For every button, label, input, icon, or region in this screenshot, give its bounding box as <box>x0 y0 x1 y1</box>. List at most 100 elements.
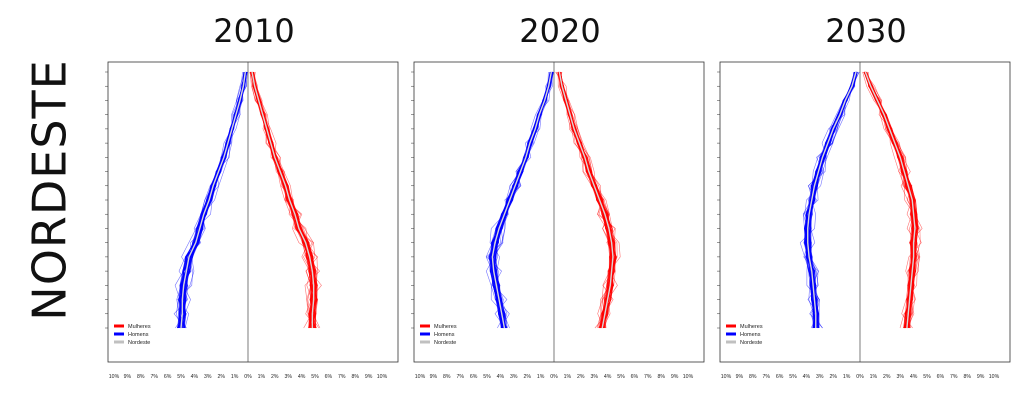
homens-realization <box>491 71 554 329</box>
region-label: NORDESTE <box>0 40 100 340</box>
homens-realization <box>181 71 245 329</box>
x-tick-label: 4% <box>604 374 612 380</box>
x-tick-label: 4% <box>298 374 306 380</box>
x-tick-label: 9% <box>736 374 744 380</box>
x-tick-label: 6% <box>937 374 945 380</box>
x-tick-label: 1% <box>258 374 266 380</box>
homens-realization <box>492 71 554 329</box>
panel-title: 2020 <box>519 12 601 50</box>
legend-label: Homens <box>434 332 455 338</box>
x-tick-label: 3% <box>816 374 824 380</box>
homens-realization <box>491 71 554 329</box>
x-tick-label: 1% <box>231 374 239 380</box>
x-tick-label: 7% <box>762 374 770 380</box>
x-tick-label: 2% <box>271 374 279 380</box>
x-tick-label: 3% <box>284 374 292 380</box>
x-tick-label: 10% <box>989 374 1000 380</box>
nordeste-line-homens <box>180 71 247 329</box>
x-tick-label: 9% <box>977 374 985 380</box>
mulheres-realization <box>865 71 915 329</box>
x-tick-label: 5% <box>923 374 931 380</box>
simulation-band <box>799 71 923 329</box>
x-tick-label: 9% <box>124 374 132 380</box>
mulheres-realization <box>557 71 614 329</box>
homens-realization <box>810 71 858 329</box>
simulation-band <box>485 71 621 329</box>
legend: Mulheres Homens Nordeste <box>114 324 151 346</box>
x-tick-label: 6% <box>470 374 478 380</box>
x-tick-label: 0% <box>856 374 864 380</box>
x-tick-label: 8% <box>749 374 757 380</box>
x-tick-label: 2% <box>523 374 531 380</box>
x-tick-label: 9% <box>365 374 373 380</box>
x-tick-label: 10% <box>109 374 120 380</box>
x-tick-label: 10% <box>377 374 388 380</box>
legend-label: Homens <box>128 332 149 338</box>
x-tick-label: 4% <box>910 374 918 380</box>
x-tick-label: 7% <box>644 374 652 380</box>
plot-frame <box>107 61 399 363</box>
legend-label: Nordeste <box>434 340 456 346</box>
x-tick-label: 3% <box>590 374 598 380</box>
x-tick-label: 5% <box>789 374 797 380</box>
nordeste-line-mulheres <box>251 71 315 328</box>
mulheres-realization <box>559 71 615 329</box>
homens-realization <box>178 71 244 329</box>
x-tick-label: 1% <box>870 374 878 380</box>
homens-realization <box>491 71 554 329</box>
mulheres-realization <box>864 71 915 329</box>
x-tick-label: 6% <box>325 374 333 380</box>
homens-realization <box>493 71 553 329</box>
nordeste-line-mulheres <box>864 71 916 329</box>
nordeste-line-mulheres <box>558 71 614 329</box>
x-tick-label: 7% <box>950 374 958 380</box>
mulheres-realization <box>253 71 317 329</box>
x-tick-label: 0% <box>244 374 252 380</box>
panel-title: 2010 <box>213 12 295 50</box>
mulheres-realization <box>865 71 914 329</box>
x-tick-label: 7% <box>338 374 346 380</box>
homens-realization <box>491 71 553 329</box>
x-tick-label: 7% <box>456 374 464 380</box>
x-tick-label: 6% <box>776 374 784 380</box>
x-tick-label: 1% <box>564 374 572 380</box>
mulheres-realization <box>865 71 921 329</box>
mulheres-realization <box>864 71 915 329</box>
panel-title: 2030 <box>825 12 907 50</box>
mulheres-realization <box>863 71 915 329</box>
x-tick-label: 3% <box>204 374 212 380</box>
x-tick-label: 1% <box>537 374 545 380</box>
x-tick-label: 8% <box>657 374 665 380</box>
legend-label: Mulheres <box>434 324 457 330</box>
x-tick-label: 5% <box>311 374 319 380</box>
homens-realization <box>494 71 553 329</box>
x-tick-label: 2% <box>883 374 891 380</box>
mulheres-realization <box>558 71 617 329</box>
x-tick-label: 2% <box>577 374 585 380</box>
x-tick-label: 9% <box>430 374 438 380</box>
x-tick-label: 10% <box>683 374 694 380</box>
nordeste-line-homens <box>491 71 553 329</box>
x-tick-label: 6% <box>164 374 172 380</box>
region-label-text: NORDESTE <box>23 59 77 321</box>
x-tick-label: 10% <box>415 374 426 380</box>
x-tick-label: 7% <box>150 374 158 380</box>
legend: Mulheres Homens Nordeste <box>420 324 457 346</box>
x-tick-label: 8% <box>443 374 451 380</box>
mulheres-realization <box>250 71 317 329</box>
x-tick-label: 8% <box>351 374 359 380</box>
x-tick-label: 1% <box>843 374 851 380</box>
x-tick-label: 6% <box>631 374 639 380</box>
x-tick-label: 5% <box>483 374 491 380</box>
x-tick-label: 9% <box>671 374 679 380</box>
mulheres-realization <box>249 71 321 329</box>
legend: Mulheres Homens Nordeste <box>726 324 763 346</box>
mulheres-realization <box>252 71 322 329</box>
x-tick-label: 3% <box>896 374 904 380</box>
x-tick-label: 3% <box>510 374 518 380</box>
homens-realization <box>493 71 554 329</box>
